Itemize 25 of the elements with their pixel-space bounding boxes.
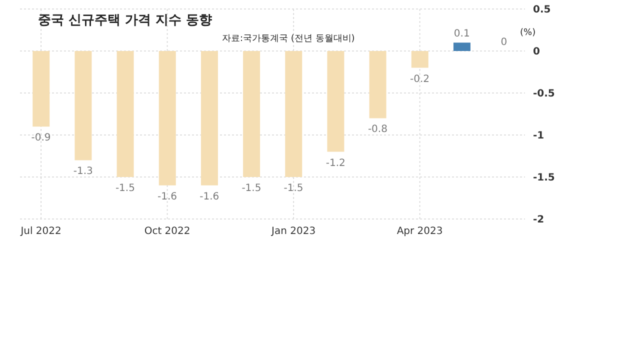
y-tick-label: 0 xyxy=(533,46,540,58)
data-label: 0 xyxy=(500,37,508,48)
data-label: -1.5 xyxy=(242,183,262,194)
x-tick-label: Apr 2023 xyxy=(396,226,443,238)
y-tick-label: -0.5 xyxy=(533,88,555,100)
data-label: -1.5 xyxy=(115,183,135,194)
x-tick-label: Oct 2022 xyxy=(144,226,190,238)
data-label: -1.3 xyxy=(73,166,93,178)
data-label: -0.9 xyxy=(31,132,51,144)
y-tick-label: 0.5 xyxy=(533,4,551,16)
data-label: -0.2 xyxy=(410,74,430,85)
y-tick-label: -2 xyxy=(533,214,544,226)
y-axis-title: (%) xyxy=(520,28,536,38)
data-label: -1.5 xyxy=(284,183,304,194)
x-tick-label: Jan 2023 xyxy=(270,226,316,238)
y-tick-label: -1 xyxy=(533,130,544,142)
text: 자료:국가통계국 (전년 동월대비) xyxy=(222,33,355,45)
data-label: -1.6 xyxy=(158,191,178,202)
data-label: -1.6 xyxy=(200,191,220,202)
data-label: -0.8 xyxy=(368,124,388,136)
x-tick-label: Jul 2022 xyxy=(20,226,62,238)
chart-title: 중국 신규주택 가격 지수 동향 xyxy=(38,12,212,29)
data-label: 0.1 xyxy=(454,28,470,40)
data-label: -1.2 xyxy=(326,158,346,169)
y-tick-label: -1.5 xyxy=(533,172,555,184)
